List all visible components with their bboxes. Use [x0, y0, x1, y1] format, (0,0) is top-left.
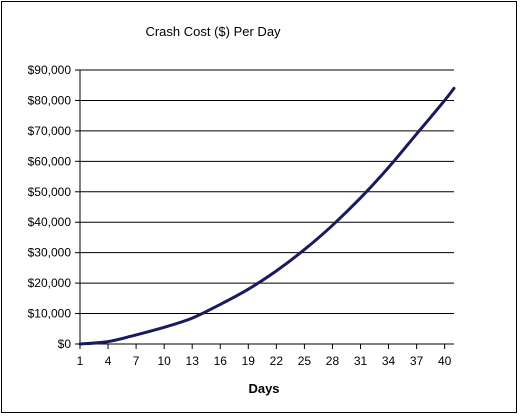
y-tick-label: $80,000: [28, 93, 72, 107]
x-axis-label: Days: [248, 381, 279, 396]
y-tick-label: $90,000: [28, 63, 72, 77]
x-tick-label: 4: [105, 354, 112, 368]
y-tick-label: $50,000: [28, 185, 72, 199]
x-tick-label: 16: [214, 354, 228, 368]
x-tick-label: 1: [77, 354, 84, 368]
x-tick-label: 25: [298, 354, 312, 368]
x-tick-label: 28: [326, 354, 340, 368]
x-tick-label: 37: [410, 354, 424, 368]
axes: [79, 70, 454, 345]
x-tick-label: 34: [382, 354, 396, 368]
x-axis-tick-labels: 1 4 7 10 13 16 19 22 25 28 31 34 37 40: [77, 344, 452, 368]
y-axis-tick-labels: $0 $10,000 $20,000 $30,000 $40,000 $50,000 $60…: [28, 63, 80, 351]
y-tick-label: $0: [58, 337, 72, 351]
grid-lines: [80, 69, 454, 315]
x-tick-label: 22: [270, 354, 284, 368]
x-tick-label: 10: [157, 354, 171, 368]
series-line: [78, 86, 456, 346]
x-tick-label: 7: [133, 354, 140, 368]
y-tick-label: $20,000: [28, 276, 72, 290]
y-tick-label: $10,000: [28, 307, 72, 321]
x-tick-label: 19: [242, 354, 256, 368]
series-group: [78, 86, 456, 346]
y-tick-label: $60,000: [28, 154, 72, 168]
chart-title: Crash Cost ($) Per Day: [145, 24, 281, 39]
y-tick-label: $70,000: [28, 124, 72, 138]
y-tick-label: $30,000: [28, 246, 72, 260]
x-tick-label: 40: [438, 354, 452, 368]
y-tick-label: $40,000: [28, 215, 72, 229]
x-tick-label: 31: [354, 354, 368, 368]
x-tick-label: 13: [186, 354, 200, 368]
